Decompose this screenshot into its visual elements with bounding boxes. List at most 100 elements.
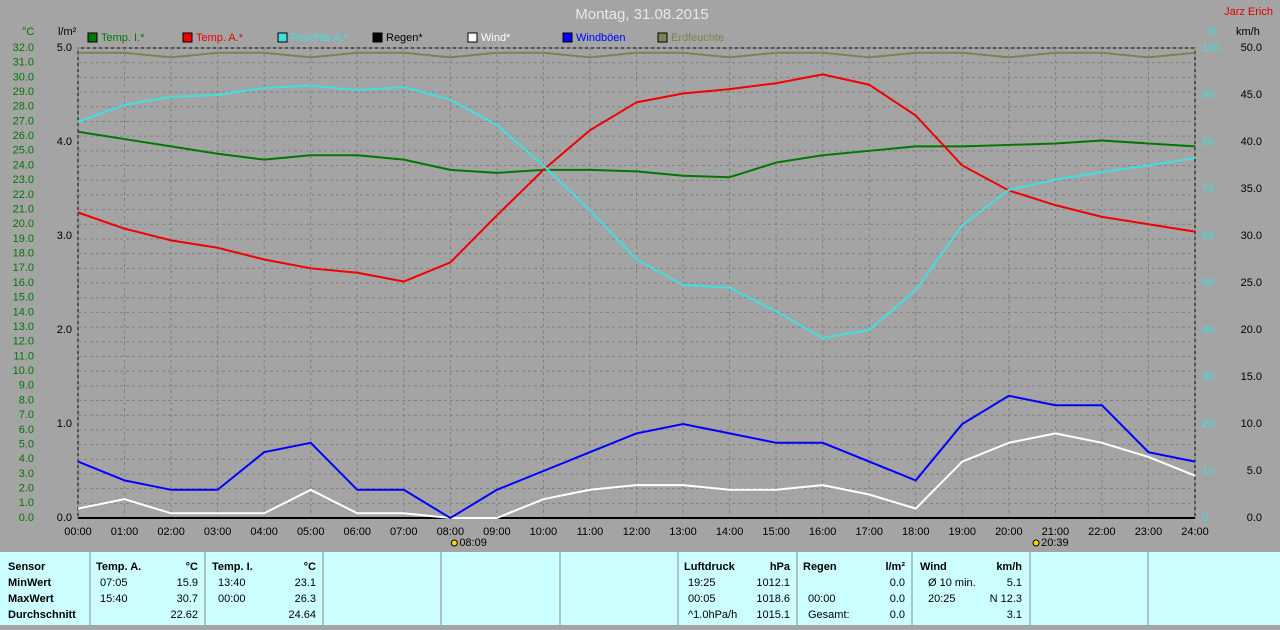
y-tick-label: 11.0: [13, 350, 34, 362]
x-tick-label: 19:00: [949, 526, 977, 538]
cell-time: 13:40: [218, 577, 246, 589]
y3-tick-label: 20: [1202, 418, 1214, 430]
x-tick-label: 13:00: [669, 526, 697, 538]
y2-label: l/m²: [58, 26, 77, 38]
cell-value: 22.62: [170, 609, 198, 621]
x-tick-label: 02:00: [157, 526, 185, 538]
chart-title: Montag, 31.08.2015: [575, 6, 708, 23]
y-tick-label: 23.0: [13, 174, 34, 186]
table-header: Sensor: [8, 561, 46, 573]
y-tick-label: 5.0: [19, 438, 34, 450]
cell-value: 1018.6: [756, 593, 790, 605]
y-tick-label: 28.0: [13, 101, 34, 113]
y4-tick-label: 40.0: [1241, 136, 1262, 148]
cell-value: 0.0: [890, 609, 905, 621]
y-tick-label: 25.0: [13, 145, 34, 157]
cell-time: 00:00: [808, 593, 836, 605]
x-tick-label: 09:00: [483, 526, 511, 538]
y-tick-label: 1.0: [19, 497, 34, 509]
cell-time: ^1.0hPa/h: [688, 609, 737, 621]
series-line: [77, 432, 1196, 519]
y4-tick-label: 15.0: [1241, 371, 1262, 383]
y-tick-label: 12.0: [13, 336, 34, 348]
y-tick-label: 21.0: [13, 203, 34, 215]
y2-tick-label: 3.0: [57, 230, 72, 242]
y-tick-label: 2.0: [19, 483, 34, 495]
y-tick-label: 31.0: [13, 57, 34, 69]
y-tick-label: 14.0: [13, 306, 34, 318]
table-header: hPa: [770, 561, 791, 573]
table-header: Temp. I.: [212, 561, 253, 573]
y-tick-label: 7.0: [19, 409, 34, 421]
cell-value: 0.0: [890, 593, 905, 605]
y-tick-label: 17.0: [13, 262, 34, 274]
y3-tick-label: 60: [1202, 230, 1214, 242]
legend-swatch: [87, 32, 98, 43]
row-label: MaxWert: [8, 593, 54, 605]
cell-value: 1012.1: [756, 577, 790, 589]
x-tick-label: 20:00: [995, 526, 1023, 538]
y4-label: km/h: [1236, 26, 1260, 38]
legend-label: Temp. I.*: [101, 32, 145, 44]
y3-tick-label: 100: [1202, 42, 1220, 54]
legend-swatch: [277, 32, 288, 43]
legend-label: Wind*: [481, 32, 511, 44]
y-tick-label: 3.0: [19, 468, 34, 480]
series-line: [78, 51, 1196, 59]
table-bg: [0, 552, 1280, 625]
y4-tick-label: 45.0: [1241, 89, 1262, 101]
author: Jarz Erich: [1224, 6, 1273, 18]
x-tick-label: 08:00: [437, 526, 465, 538]
cell-value: 26.3: [295, 593, 316, 605]
y-tick-label: 30.0: [13, 71, 34, 83]
cell-time: Ø 10 min.: [928, 577, 976, 589]
cell-value: 15.9: [177, 577, 198, 589]
series-line: [77, 130, 1196, 179]
y4-tick-label: 0.0: [1247, 512, 1262, 524]
cell-value: 0.0: [890, 577, 905, 589]
y2-tick-label: 5.0: [57, 42, 72, 54]
x-tick-label: 11:00: [577, 526, 604, 538]
y4-tick-label: 35.0: [1241, 183, 1262, 195]
x-tick-label: 23:00: [1135, 526, 1163, 538]
cell-value: 5.1: [1007, 577, 1022, 589]
cell-value: 24.64: [288, 609, 316, 621]
y3-label: %: [1207, 26, 1217, 38]
legend-label: Erdfeuchte: [671, 32, 724, 44]
cell-value: 1015.1: [756, 609, 790, 621]
y3-tick-label: 0: [1202, 512, 1208, 524]
table-header: km/h: [996, 561, 1022, 573]
x-tick-label: 12:00: [623, 526, 651, 538]
x-tick-label: 00:00: [64, 526, 92, 538]
cell-time: 07:05: [100, 577, 128, 589]
y-tick-label: 32.0: [13, 42, 34, 54]
x-tick-label: 01:00: [111, 526, 139, 538]
y4-tick-label: 50.0: [1241, 42, 1262, 54]
y2-tick-label: 4.0: [57, 136, 72, 148]
x-tick-label: 22:00: [1088, 526, 1116, 538]
y-tick-label: 13.0: [13, 321, 34, 333]
y-tick-label: 8.0: [19, 394, 34, 406]
x-tick-label: 07:00: [390, 526, 418, 538]
x-tick-label: 14:00: [716, 526, 744, 538]
y3-tick-label: 70: [1202, 183, 1214, 195]
cell-time: 00:00: [218, 593, 246, 605]
cell-time: 00:05: [688, 593, 716, 605]
y-tick-label: 15.0: [13, 292, 34, 304]
y-tick-label: 18.0: [13, 248, 34, 260]
y-tick-label: 24.0: [13, 159, 34, 171]
y-tick-label: 4.0: [19, 453, 34, 465]
x-tick-label: 06:00: [343, 526, 371, 538]
legend-label: Regen*: [386, 32, 423, 44]
x-tick-label: 24:00: [1181, 526, 1209, 538]
y4-tick-label: 30.0: [1241, 230, 1262, 242]
y-tick-label: 20.0: [13, 218, 34, 230]
cell-value: 3.1: [1007, 609, 1022, 621]
sun-marker: 20:39: [1041, 537, 1069, 549]
legend-swatch: [467, 32, 478, 43]
table-header: Temp. A.: [96, 561, 141, 573]
y-tick-label: 26.0: [13, 130, 34, 142]
table-header: °C: [304, 561, 316, 573]
